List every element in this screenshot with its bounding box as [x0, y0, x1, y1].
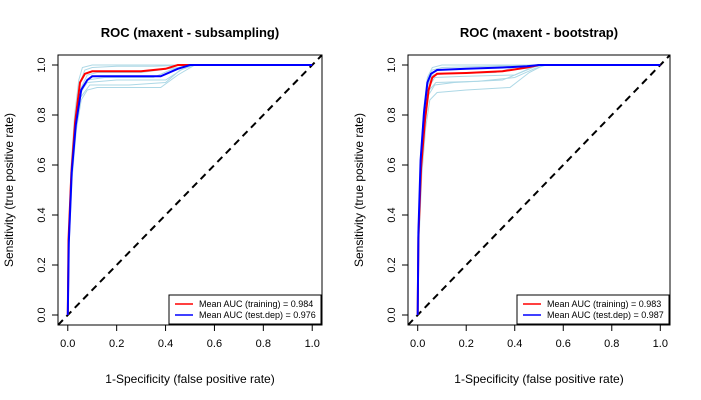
x-axis-label: 1-Specificity (false positive rate) — [105, 372, 274, 386]
plot-frame — [57, 54, 323, 326]
legend-label: Mean AUC (test.dep) = 0.976 — [199, 310, 316, 320]
x-tick-label: 0.0 — [60, 338, 75, 350]
y-tick-label: 1.0 — [386, 57, 398, 72]
plot-area — [408, 55, 670, 325]
y-tick-label: 0.0 — [36, 307, 48, 322]
y-tick-label: 0.4 — [36, 207, 48, 222]
chart-panel-2: ROC (maxent - bootstrap) 1-Specificity (f… — [352, 25, 671, 386]
x-tick-label: 0.2 — [109, 338, 124, 350]
plot-frame — [407, 54, 671, 326]
x-tick-label: 0.6 — [207, 338, 222, 350]
y-tick-label: 0.6 — [386, 157, 398, 172]
x-tick-label: 0.6 — [556, 338, 571, 350]
y-tick-label: 0.8 — [386, 107, 398, 122]
x-tick-label: 0.4 — [158, 338, 173, 350]
random-reference-line — [58, 55, 322, 325]
y-tick-label: 0.6 — [36, 157, 48, 172]
x-tick-label: 0.4 — [507, 338, 522, 350]
legend-label: Mean AUC (test.dep) = 0.987 — [547, 310, 664, 320]
legend-box — [516, 294, 670, 325]
y-tick-label: 0.8 — [36, 107, 48, 122]
legend-box — [168, 294, 322, 325]
legend-label: Mean AUC (training) = 0.984 — [199, 299, 313, 309]
y-tick-label: 0.2 — [386, 257, 398, 272]
y-axis-label: Sensitivity (true positive rate) — [2, 113, 16, 267]
y-tick-label: 0.4 — [386, 207, 398, 222]
x-tick-label: 1.0 — [305, 338, 320, 350]
x-tick-label: 0.8 — [604, 338, 619, 350]
x-tick-label: 0.0 — [410, 338, 425, 350]
test-mean-roc-line — [66, 64, 313, 316]
x-axis-label: 1-Specificity (false positive rate) — [454, 372, 623, 386]
chart-title: ROC (maxent - bootstrap) — [460, 25, 618, 40]
x-tick-label: 0.2 — [459, 338, 474, 350]
test-mean-roc-line — [416, 64, 661, 316]
legend-label: Mean AUC (training) = 0.983 — [547, 299, 661, 309]
y-tick-label: 0.0 — [386, 307, 398, 322]
plot-area — [58, 55, 322, 325]
x-tick-label: 0.8 — [256, 338, 271, 350]
random-reference-line — [408, 55, 670, 325]
chart-panel-1: ROC (maxent - subsampling) 1-Specificity … — [2, 25, 323, 386]
y-tick-label: 0.2 — [36, 257, 48, 272]
x-tick-label: 1.0 — [653, 338, 668, 350]
y-axis-label: Sensitivity (true positive rate) — [352, 113, 366, 267]
chart-title: ROC (maxent - subsampling) — [101, 25, 279, 40]
y-tick-label: 1.0 — [36, 57, 48, 72]
